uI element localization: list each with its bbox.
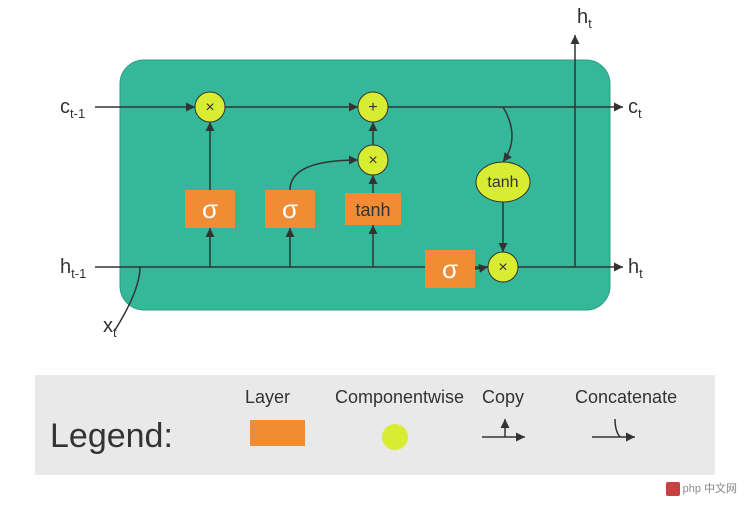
svg-text:Concatenate: Concatenate bbox=[575, 387, 677, 407]
svg-text:×: × bbox=[205, 99, 214, 116]
svg-text:×: × bbox=[498, 259, 507, 276]
svg-text:+: + bbox=[368, 99, 377, 116]
svg-text:σ: σ bbox=[202, 194, 218, 224]
svg-text:tanh: tanh bbox=[355, 200, 390, 220]
svg-text:σ: σ bbox=[282, 194, 298, 224]
svg-text:Legend:: Legend: bbox=[50, 417, 173, 455]
svg-text:Copy: Copy bbox=[482, 387, 524, 407]
svg-text:xt: xt bbox=[103, 315, 117, 340]
svg-text:ct: ct bbox=[628, 96, 642, 121]
svg-text:ht-1: ht-1 bbox=[60, 256, 86, 281]
svg-text:Layer: Layer bbox=[245, 387, 290, 407]
watermark: php 中文网 bbox=[666, 480, 737, 496]
svg-text:ht: ht bbox=[577, 6, 592, 31]
svg-text:Componentwise: Componentwise bbox=[335, 387, 464, 407]
svg-text:ht: ht bbox=[628, 256, 643, 281]
lstm-diagram: σ σ tanh σ × + × × tanh ct-1 ht-1 ct ht ht xt Legend: La… bbox=[0, 0, 747, 504]
svg-text:σ: σ bbox=[442, 254, 458, 284]
svg-text:tanh: tanh bbox=[487, 174, 518, 191]
svg-text:ct-1: ct-1 bbox=[60, 96, 85, 121]
svg-text:×: × bbox=[368, 152, 377, 169]
